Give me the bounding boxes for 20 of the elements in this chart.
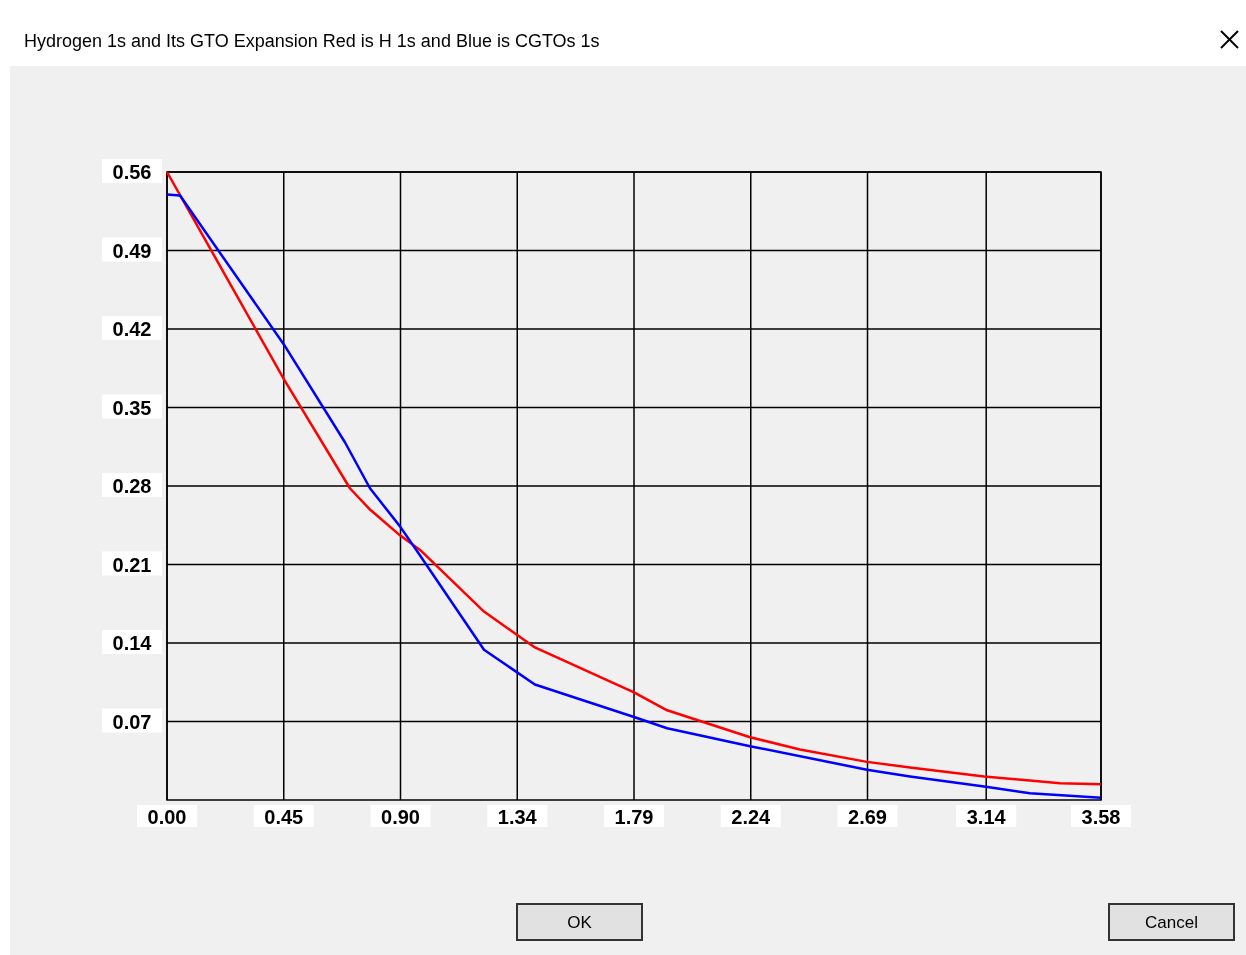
x-tick-label: 0.45 <box>264 806 304 828</box>
y-tick-label: 0.14 <box>112 632 153 654</box>
x-tick-label: 0.00 <box>147 806 187 828</box>
y-tick-label: 0.42 <box>112 318 152 340</box>
text: Cancel <box>1145 913 1198 932</box>
x-tick-label: 1.79 <box>614 806 654 828</box>
y-tick-label: 0.49 <box>112 239 152 262</box>
text: OK <box>567 913 593 932</box>
y-tick-label: 0.21 <box>112 553 152 576</box>
x-tick-label: 0.90 <box>381 806 420 828</box>
y-tick-label: 0.56 <box>112 161 152 183</box>
x-tick-label: 2.24 <box>731 806 772 828</box>
x-tick-label: 1.34 <box>497 806 538 828</box>
chart-title: Hydrogen 1s and Its GTO Expansion Red is H 1s and Blue is CGTOs 1s <box>24 31 600 51</box>
y-tick-label: 0.28 <box>112 475 152 497</box>
x-tick-label: 3.58 <box>1081 806 1121 828</box>
y-tick-label: 0.07 <box>112 710 152 733</box>
y-tick-label: 0.35 <box>112 396 152 419</box>
x-tick-label: 3.14 <box>966 806 1007 828</box>
x-tick-label: 2.69 <box>848 806 887 828</box>
